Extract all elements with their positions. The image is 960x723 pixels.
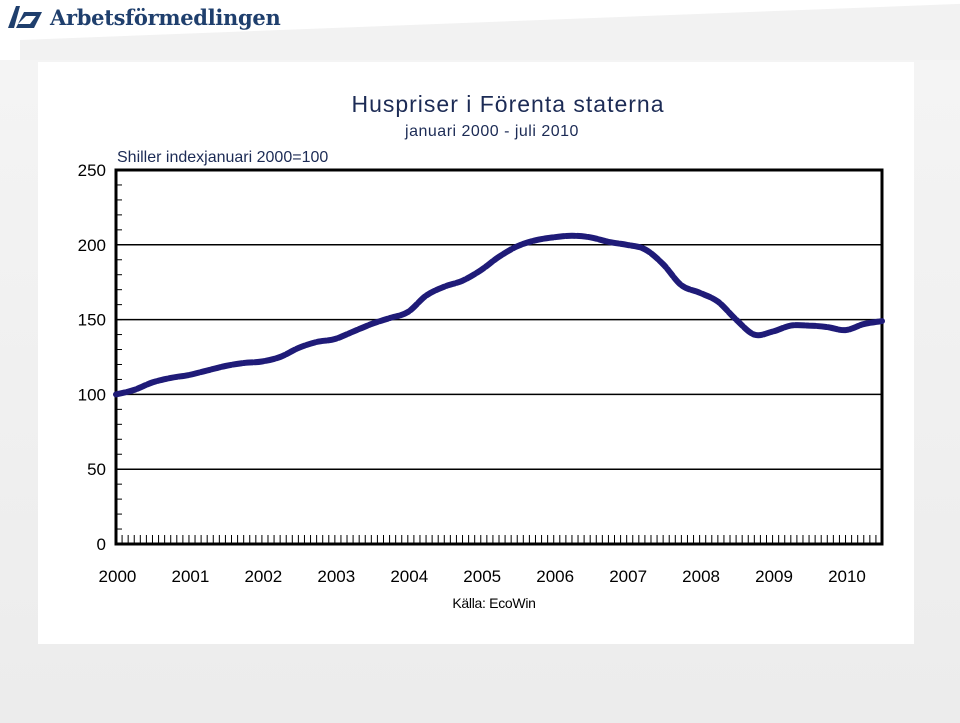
plot-frame — [114, 168, 884, 546]
gridlines — [116, 244, 882, 470]
y-tick-label: 200 — [78, 236, 106, 255]
chart-subtitle: januari 2000 - juli 2010 — [404, 123, 579, 140]
x-tick-label: 2010 — [828, 567, 866, 586]
source-note: Källa: EcoWin — [452, 595, 535, 611]
x-tick-label: 2007 — [609, 567, 647, 586]
x-tick-label: 2000 — [99, 567, 137, 586]
y-tick-label: 150 — [78, 311, 106, 330]
x-tick-label: 2006 — [536, 567, 574, 586]
brand-logo: Arbetsförmedlingen — [6, 2, 281, 32]
x-tick-label: 2003 — [317, 567, 355, 586]
x-tick-label: 2008 — [682, 567, 720, 586]
brand-name: Arbetsförmedlingen — [50, 4, 281, 30]
y-tick-label: 250 — [78, 161, 106, 180]
y-tick-label: 0 — [97, 535, 106, 554]
y-axis-label: Shiller indexjanuari 2000=100 — [117, 149, 328, 166]
chart-title: Huspriser i Förenta staterna — [351, 91, 664, 117]
af-wing-icon — [8, 6, 42, 28]
y-tick-label: 50 — [87, 460, 106, 479]
x-tick-label: 2005 — [463, 567, 501, 586]
y-axis-ticks: 0 50 100 150 200 250 — [78, 161, 122, 554]
slide-canvas — [38, 62, 914, 644]
y-tick-label: 100 — [78, 385, 106, 404]
series-line-shiller-index — [113, 232, 885, 398]
x-tick-label: 2002 — [244, 567, 282, 586]
x-tick-label: 2001 — [171, 567, 209, 586]
x-tick-label: 2009 — [755, 567, 793, 586]
x-tick-label: 2004 — [390, 567, 428, 586]
